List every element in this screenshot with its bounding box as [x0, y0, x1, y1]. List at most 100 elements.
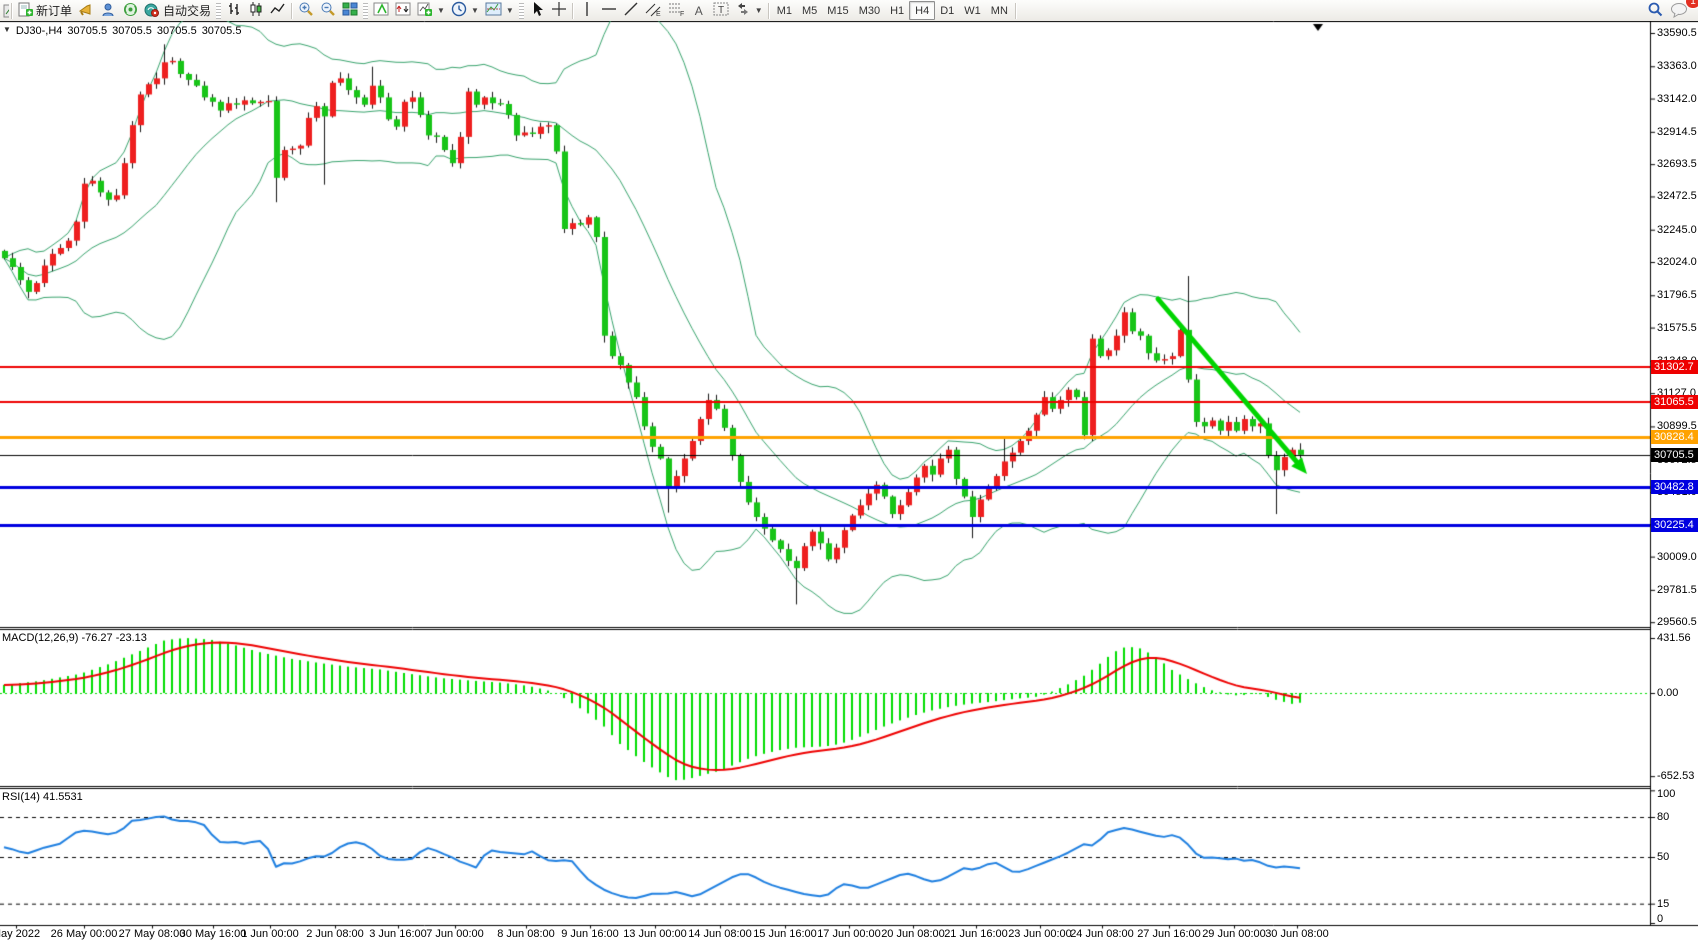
ohlc-close: 30705.5 [201, 25, 242, 37]
bar-chart-type-button[interactable] [223, 1, 245, 20]
tab-timeframe-H4[interactable]: H4 [909, 1, 936, 20]
rsi-indicator-label: RSI(14) 41.5531 [2, 791, 83, 803]
line-chart-icon [270, 1, 286, 20]
fibonacci-tool-button[interactable]: F [665, 1, 688, 20]
zoom-in-button[interactable] [295, 1, 317, 20]
rsi-tick-label: 50 [1657, 851, 1670, 863]
tab-timeframe-M30[interactable]: M30 [858, 4, 881, 17]
price-tick-label: 32245.0 [1657, 223, 1697, 236]
line-chart-type-button[interactable] [267, 1, 289, 20]
tab-timeframe-M15[interactable]: M15 [827, 4, 849, 17]
zoom-out-button[interactable] [317, 1, 339, 20]
tab-timeframe-D1[interactable]: D1 [940, 4, 955, 17]
horizontal-line-tool-button[interactable] [598, 1, 620, 20]
time-axis-label: 27 May 08:00 [118, 928, 186, 940]
symbol-marker-icon: ▼ [3, 25, 11, 34]
timeframes-menu-button[interactable]: ▼ [448, 1, 482, 20]
indicator-list-icon [395, 1, 411, 20]
megaphone-icon [78, 2, 94, 20]
profile-button[interactable] [97, 1, 119, 20]
level-price-tag: 30828.4 [1651, 429, 1698, 444]
time-axis-label: 30 Jun 08:00 [1265, 928, 1329, 940]
chart-area: ▼ DJ30-,H4 30705.5 30705.5 30705.5 30705… [0, 21, 1698, 945]
time-axis-label: 20 Jun 08:00 [881, 928, 945, 940]
tab-timeframe-M1[interactable]: M1 [776, 4, 792, 17]
macd-indicator-label: MACD(12,26,9) -76.27 -23.13 [2, 632, 147, 644]
separator [571, 2, 574, 19]
time-axis-label: 2 Jun 08:00 [306, 928, 364, 940]
time-axis-label: 21 Jun 16:00 [944, 928, 1008, 940]
level-price-tag: 31065.5 [1651, 395, 1698, 410]
tab-timeframe-M5[interactable]: M5 [802, 4, 818, 17]
time-axis-label: 23 Jun 00:00 [1008, 928, 1072, 940]
indicator-window-button[interactable] [370, 1, 392, 20]
price-tick-label: 33590.5 [1657, 27, 1697, 39]
tile-windows-button[interactable] [339, 1, 361, 20]
text-tool-button[interactable]: A [688, 1, 710, 20]
vertical-line-icon [581, 1, 593, 20]
search-icon [1647, 1, 1664, 21]
megaphone-button[interactable] [75, 1, 97, 20]
cursor-tool-button[interactable] [526, 1, 548, 20]
fibonacci-icon: F [668, 1, 685, 20]
crosshair-tool-button[interactable] [548, 1, 570, 20]
arrows-tool-button[interactable]: ▼ [732, 1, 766, 20]
auto-trading-button[interactable]: 自动交易 [141, 1, 214, 20]
channel-tool-button[interactable]: E [642, 1, 665, 20]
label-tool-button[interactable]: T [710, 1, 732, 20]
vertical-line-tool-button[interactable] [576, 1, 598, 20]
arrows-icon [735, 1, 751, 20]
ohlc-open: 30705.5 [67, 25, 108, 37]
chat-button[interactable]: 1 [1667, 0, 1698, 20]
time-axis-label: 17 Jun 00:00 [817, 928, 881, 940]
rsi-tick-label: 80 [1657, 811, 1670, 823]
indicator-window-icon [373, 1, 389, 20]
separator [291, 2, 294, 19]
price-chart-canvas[interactable] [0, 21, 1698, 945]
tab-timeframe-MN[interactable]: MN [990, 4, 1008, 17]
separator [767, 2, 770, 19]
rsi-tick-label: 100 [1657, 788, 1676, 800]
svg-text:F: F [680, 11, 684, 17]
toolbar-grip [518, 2, 524, 19]
time-axis-label: 27 Jun 16:00 [1137, 928, 1201, 940]
separator [1014, 2, 1017, 19]
price-tick-label: 29781.5 [1657, 583, 1697, 596]
indicator-list-button[interactable] [392, 1, 414, 20]
text-label-icon: T [713, 1, 729, 20]
time-axis-label: 26 May 00:00 [50, 928, 118, 940]
svg-text:T: T [718, 5, 724, 16]
signal-icon [123, 2, 138, 20]
tab-timeframe-H1[interactable]: H1 [890, 4, 905, 17]
new-order-button[interactable]: 新订单 [15, 1, 75, 20]
price-tick-label: 32472.5 [1657, 190, 1697, 203]
templates-button[interactable]: ▼ [482, 1, 517, 20]
price-tick-label: 31796.5 [1657, 289, 1697, 302]
separator [11, 2, 13, 19]
time-axis-label: 8 Jun 08:00 [497, 928, 555, 940]
new-order-label: 新订单 [36, 4, 73, 18]
search-button[interactable] [1644, 1, 1667, 20]
price-tick-label: 32024.0 [1657, 256, 1697, 269]
new-order-icon [18, 2, 33, 20]
trendline-icon [623, 1, 639, 20]
add-indicator-button[interactable]: ▼ [414, 1, 448, 20]
rsi-tick-label: 0 [1657, 913, 1664, 925]
candlestick-chart-type-button[interactable] [245, 1, 267, 20]
toolbar-grip [216, 2, 222, 19]
price-tick-label: 32693.5 [1657, 158, 1697, 171]
time-axis-label: 3 Jun 16:00 [369, 928, 427, 940]
symbol-name: DJ30-,H4 [15, 25, 63, 37]
time-axis-label: 24 Jun 08:00 [1070, 928, 1134, 940]
price-tick-label: 32914.5 [1657, 125, 1697, 138]
time-axis-label: 9 Jun 16:00 [561, 928, 619, 940]
price-tick-label: 30899.5 [1657, 420, 1697, 433]
ohlc-low: 30705.5 [156, 25, 197, 37]
broadcast-button[interactable] [119, 1, 141, 20]
toolbar-grip [363, 2, 369, 19]
current-price-tag: 30705.5 [1651, 447, 1698, 462]
add-indicator-icon [417, 1, 433, 20]
tab-timeframe-W1[interactable]: W1 [964, 4, 981, 17]
trendline-tool-button[interactable] [620, 1, 642, 20]
